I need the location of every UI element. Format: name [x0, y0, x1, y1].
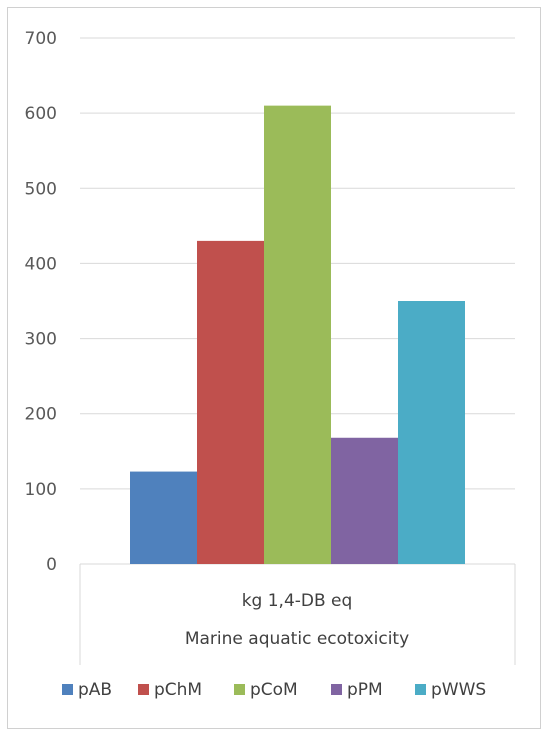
legend-label: pAB: [78, 680, 112, 700]
category-table: kg 1,4-DB eq Marine aquatic ecotoxicity: [79, 564, 516, 665]
bar-pChM: [197, 240, 264, 564]
legend-swatch: [62, 684, 73, 695]
y-tick-label: 500: [25, 179, 57, 199]
legend-item-pCoM: pCoM: [234, 680, 298, 700]
legend-item-pChM: pChM: [138, 680, 202, 700]
legend-swatch: [234, 684, 245, 695]
legend-swatch: [138, 684, 149, 695]
y-tick-label: 100: [25, 480, 57, 500]
y-tick-label: 0: [46, 555, 57, 575]
legend-label: pCoM: [250, 680, 298, 700]
legend-swatch: [331, 684, 342, 695]
y-tick-label: 600: [25, 104, 57, 124]
legend-label: pWWS: [431, 680, 486, 700]
category-label-name: Marine aquatic ecotoxicity: [185, 629, 409, 649]
legend: pAB pChM pCoM pPM pWWS: [62, 680, 486, 700]
legend-item-pPM: pPM: [331, 680, 383, 700]
legend-label: pChM: [154, 680, 202, 700]
category-label-unit: kg 1,4-DB eq: [242, 591, 353, 611]
y-tick-label: 700: [25, 29, 57, 49]
bars: [130, 105, 465, 564]
bar-pWWS: [398, 301, 465, 564]
bar-pAB: [130, 471, 197, 564]
bar-pCoM: [264, 105, 331, 564]
legend-item-pWWS: pWWS: [415, 680, 486, 700]
y-tick-label: 200: [25, 405, 57, 425]
y-axis-ticks: 0 100 200 300 400 500 600 700: [25, 29, 57, 575]
legend-swatch: [415, 684, 426, 695]
legend-label: pPM: [347, 680, 383, 700]
y-tick-label: 400: [25, 254, 57, 274]
legend-item-pAB: pAB: [62, 680, 112, 700]
bar-pPM: [331, 437, 398, 564]
y-tick-label: 300: [25, 330, 57, 350]
